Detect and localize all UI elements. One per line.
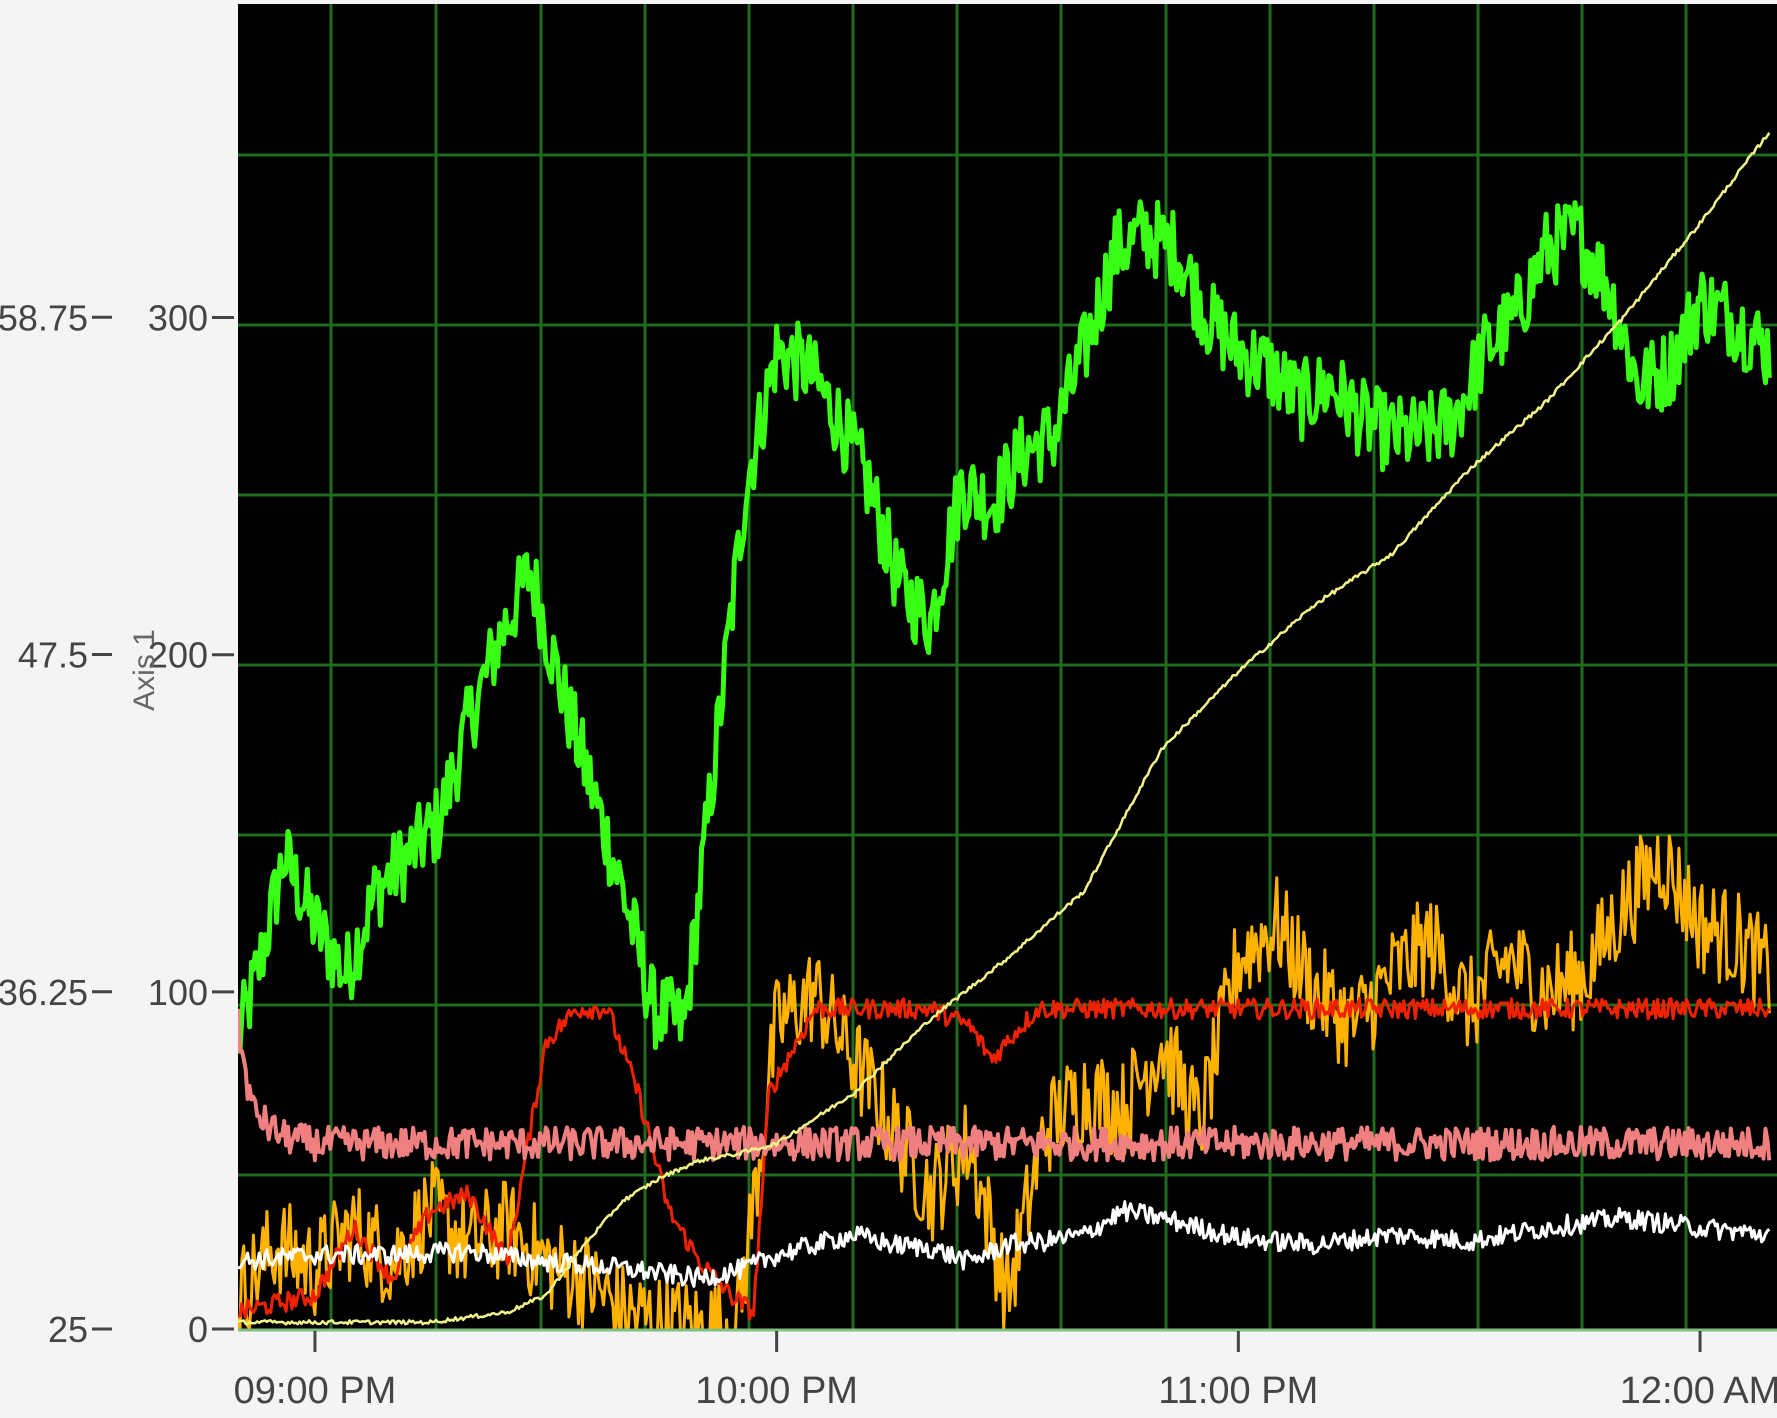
- series-white-line: [238, 1200, 1771, 1288]
- y-inner-tick-label: 300: [148, 298, 208, 339]
- series-group: [238, 132, 1772, 1329]
- series-pink-line: [238, 1008, 1772, 1163]
- axis-ticks: 09:00 PM 10:00 PM 11:00 PM 12:00 AM 0 100 200 3…: [0, 297, 1777, 1412]
- y-inner-tick-label: 100: [148, 972, 208, 1013]
- y-axis-title: Axis 1: [128, 629, 161, 711]
- series-orange-line: [238, 834, 1771, 1329]
- y-inner-tick-label: 0: [188, 1309, 208, 1350]
- series-green-line: [238, 199, 1772, 1054]
- x-tick-label: 11:00 PM: [1158, 1370, 1318, 1412]
- x-tick-label: 10:00 PM: [695, 1370, 858, 1412]
- series-red-line: [238, 997, 1771, 1321]
- series-yellow-line: [238, 132, 1771, 1326]
- y-outer-tick-label: 58.75: [0, 297, 88, 338]
- x-tick-label: 09:00 PM: [234, 1370, 397, 1412]
- x-tick-label: 12:00 AM: [1620, 1370, 1777, 1412]
- y-outer-tick-label: 25: [48, 1309, 88, 1350]
- y-inner-tick-label: 200: [148, 635, 208, 676]
- y-outer-tick-label: 36.25: [0, 972, 88, 1013]
- y-outer-tick-label: 47.5: [18, 635, 88, 676]
